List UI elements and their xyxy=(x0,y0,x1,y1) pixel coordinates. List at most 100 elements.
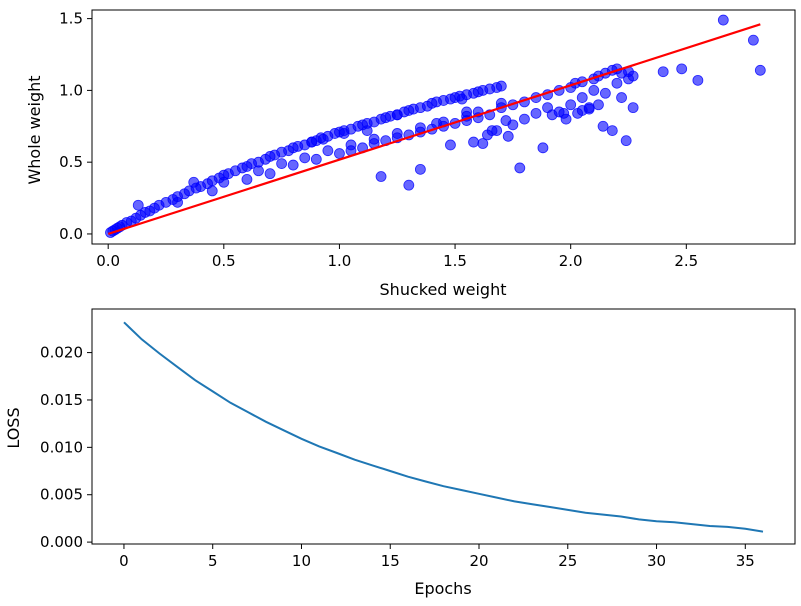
scatter-point xyxy=(468,136,479,148)
loss-subplot: 0 5 10 15 20 25 30 35 0.000 0.005 0.010 0.015 0.020… xyxy=(4,308,796,598)
scatter-point xyxy=(276,158,288,170)
scatter-point xyxy=(754,64,766,76)
scatter-point xyxy=(676,63,688,75)
loss-y-ticks: 0.000 0.005 0.010 0.015 0.020 xyxy=(40,344,92,551)
scatter-point xyxy=(345,139,357,151)
scatter-point xyxy=(717,14,729,26)
scatter-point xyxy=(597,120,609,132)
scatter-point xyxy=(218,176,230,188)
scatter-point xyxy=(403,179,415,191)
scatter-point xyxy=(172,196,183,208)
loss-y-tick-label: 0.005 xyxy=(40,486,83,504)
scatter-point xyxy=(620,135,632,147)
scatter-marks xyxy=(105,14,766,238)
loss-x-tick-label: 20 xyxy=(469,552,488,570)
loss-x-tick-label: 25 xyxy=(558,552,577,570)
scatter-point xyxy=(611,77,623,89)
scatter-point xyxy=(334,148,345,159)
loss-x-tick-label: 0 xyxy=(119,552,129,570)
scatter-point xyxy=(241,173,253,185)
scatter-x-ticks: 0.0 0.5 1.0 1.5 2.0 2.5 xyxy=(96,244,698,270)
scatter-point xyxy=(445,139,456,151)
loss-x-tick-label: 5 xyxy=(208,552,218,570)
loss-axes-frame xyxy=(91,308,796,545)
scatter-point xyxy=(692,74,704,86)
scatter-point xyxy=(310,153,322,165)
scatter-y-axis-label: Whole weight xyxy=(25,75,44,184)
scatter-y-tick-label: 1.0 xyxy=(59,81,83,99)
scatter-x-tick-label: 2.5 xyxy=(674,252,698,270)
loss-x-tick-label: 30 xyxy=(647,552,666,570)
scatter-point xyxy=(132,199,144,211)
scatter-axes-frame xyxy=(91,9,796,245)
regression-fit-line xyxy=(107,23,761,235)
loss-curve-line xyxy=(123,321,764,533)
scatter-point xyxy=(500,115,512,126)
scatter-point xyxy=(657,66,669,78)
scatter-point xyxy=(253,165,264,177)
scatter-y-tick-label: 0.0 xyxy=(59,225,83,243)
scatter-point xyxy=(206,185,218,197)
scatter-x-tick-label: 2.0 xyxy=(559,252,583,270)
scatter-point xyxy=(576,92,588,103)
scatter-point xyxy=(519,113,530,125)
scatter-point xyxy=(338,128,350,139)
scatter-point xyxy=(461,106,473,118)
scatter-point xyxy=(583,103,595,115)
scatter-point xyxy=(514,162,526,174)
scatter-point xyxy=(599,87,611,99)
scatter-point xyxy=(537,142,549,154)
loss-x-ticks: 0 5 10 15 20 25 30 35 xyxy=(119,544,755,570)
loss-x-axis-label: Epochs xyxy=(414,579,471,598)
scatter-point xyxy=(616,92,627,103)
scatter-point xyxy=(375,171,387,182)
loss-x-tick-label: 35 xyxy=(736,552,755,570)
scatter-point xyxy=(747,34,759,46)
scatter-point xyxy=(264,168,276,180)
scatter-y-ticks: 0.0 0.5 1.0 1.5 xyxy=(59,10,92,243)
scatter-point xyxy=(188,176,200,188)
scatter-point xyxy=(623,73,634,85)
scatter-point xyxy=(606,125,618,136)
loss-y-tick-label: 0.010 xyxy=(40,438,83,456)
loss-y-axis-label: LOSS xyxy=(4,407,23,448)
scatter-point xyxy=(502,130,514,142)
scatter-point xyxy=(361,125,373,136)
scatter-point xyxy=(391,109,403,121)
scatter-subplot: 0.0 0.5 1.0 1.5 2.0 2.5 0.0 0.5 1.0 1.5 Shucked … xyxy=(25,9,796,299)
loss-x-tick-label: 15 xyxy=(381,552,400,570)
scatter-x-axis-label: Shucked weight xyxy=(380,280,507,299)
loss-y-tick-label: 0.000 xyxy=(40,533,83,551)
scatter-x-tick-label: 0.5 xyxy=(212,252,236,270)
scatter-point xyxy=(414,163,426,175)
scatter-point xyxy=(414,122,426,134)
scatter-point xyxy=(299,152,311,164)
scatter-point xyxy=(368,133,380,145)
loss-x-tick-label: 10 xyxy=(292,552,311,570)
scatter-x-tick-label: 0.0 xyxy=(96,252,120,270)
scatter-point xyxy=(593,99,604,111)
scatter-x-tick-label: 1.5 xyxy=(443,252,467,270)
loss-y-tick-label: 0.020 xyxy=(40,344,83,362)
scatter-point xyxy=(627,102,639,114)
scatter-point xyxy=(391,128,403,139)
loss-marks xyxy=(123,321,764,533)
scatter-point xyxy=(482,129,493,141)
scatter-point xyxy=(306,136,318,148)
scatter-point xyxy=(322,145,334,157)
scatter-y-tick-label: 1.5 xyxy=(59,10,83,28)
scatter-point xyxy=(588,84,600,96)
scatter-point xyxy=(456,93,468,105)
scatter-point xyxy=(495,80,507,92)
scatter-point xyxy=(546,109,558,121)
loss-y-tick-label: 0.015 xyxy=(40,391,83,409)
scatter-point xyxy=(565,99,577,111)
scatter-y-tick-label: 0.5 xyxy=(59,153,83,171)
scatter-point xyxy=(558,107,570,119)
scatter-x-tick-label: 1.0 xyxy=(328,252,352,270)
scatter-point xyxy=(530,107,542,119)
scatter-point xyxy=(317,133,329,145)
scatter-point xyxy=(287,159,299,171)
